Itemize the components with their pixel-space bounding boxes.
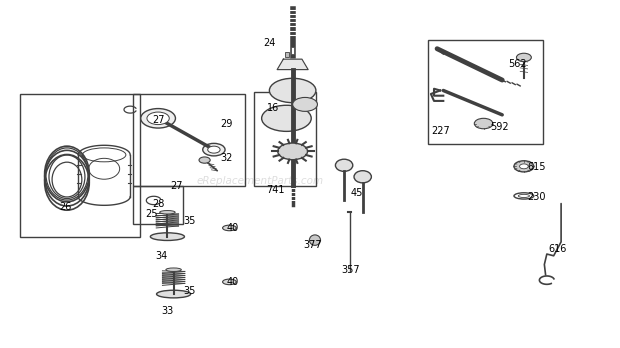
Ellipse shape: [354, 171, 371, 183]
Text: 40: 40: [226, 277, 239, 287]
Circle shape: [516, 53, 531, 62]
Text: 34: 34: [155, 251, 167, 261]
Bar: [20, 94, 140, 237]
Circle shape: [278, 143, 308, 160]
Text: 28: 28: [152, 199, 164, 208]
Text: eReplacementParts.com: eReplacementParts.com: [197, 176, 324, 186]
Text: 35: 35: [183, 216, 195, 226]
Text: 24: 24: [264, 39, 276, 48]
Ellipse shape: [269, 78, 316, 103]
Text: 592: 592: [490, 122, 508, 132]
Text: 25: 25: [146, 209, 158, 219]
Circle shape: [474, 118, 493, 129]
Text: 615: 615: [527, 162, 546, 172]
Text: 357: 357: [341, 265, 360, 275]
Ellipse shape: [514, 193, 534, 199]
Text: 40: 40: [226, 223, 239, 233]
Text: 29: 29: [220, 119, 232, 128]
Circle shape: [141, 109, 175, 128]
Ellipse shape: [223, 225, 236, 231]
Bar: [291, 47, 294, 54]
Circle shape: [208, 146, 220, 153]
Text: 27: 27: [170, 181, 183, 191]
Text: 33: 33: [161, 307, 174, 316]
Text: 32: 32: [220, 153, 232, 163]
Text: 26: 26: [59, 202, 71, 212]
Text: 562: 562: [508, 60, 527, 69]
Circle shape: [520, 164, 528, 169]
Circle shape: [203, 143, 225, 156]
Bar: [254, 92, 316, 186]
Bar: [133, 94, 245, 186]
Text: 377: 377: [304, 240, 322, 250]
Ellipse shape: [166, 268, 182, 271]
Text: 227: 227: [431, 126, 450, 135]
Ellipse shape: [335, 159, 353, 171]
Circle shape: [514, 161, 534, 172]
Bar: [285, 52, 289, 57]
Circle shape: [147, 112, 169, 125]
Text: 16: 16: [267, 103, 279, 113]
Ellipse shape: [223, 279, 236, 285]
Polygon shape: [277, 59, 308, 70]
Bar: [133, 186, 183, 224]
Text: 27: 27: [152, 115, 164, 125]
Ellipse shape: [262, 105, 311, 132]
Ellipse shape: [309, 235, 321, 245]
Text: 616: 616: [549, 244, 567, 254]
Ellipse shape: [156, 290, 191, 298]
Text: 230: 230: [527, 192, 546, 201]
Circle shape: [199, 157, 210, 163]
Ellipse shape: [518, 194, 529, 198]
Text: 35: 35: [183, 286, 195, 295]
Ellipse shape: [150, 233, 185, 240]
Ellipse shape: [293, 97, 317, 111]
Ellipse shape: [160, 211, 175, 214]
Text: 741: 741: [267, 185, 285, 195]
Bar: [428, 40, 542, 144]
Text: 45: 45: [350, 188, 363, 198]
